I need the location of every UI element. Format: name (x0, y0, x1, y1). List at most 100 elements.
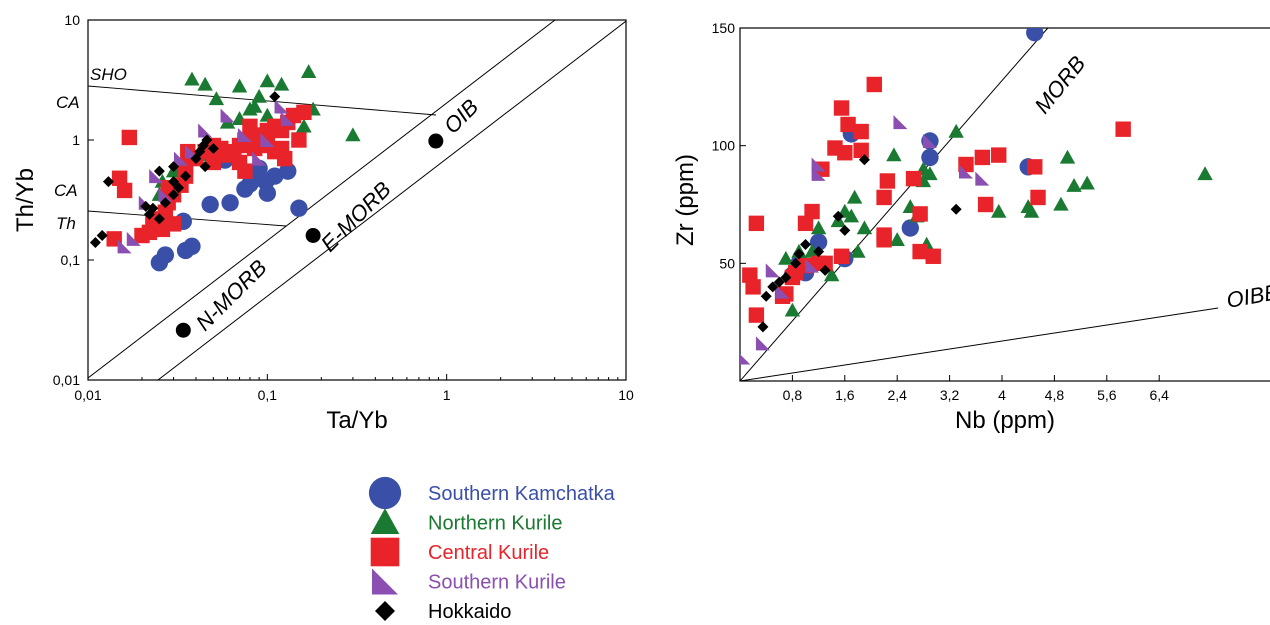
point-hokkaido (207, 142, 219, 154)
point-hokkaido (168, 161, 180, 173)
point-hokkaido (760, 290, 772, 302)
point-hokkaido (790, 257, 802, 269)
point-southern-kamchatka (183, 237, 201, 256)
data-points (740, 28, 1213, 365)
point-southern-kurile (198, 123, 213, 138)
mantle-array-upper (88, 20, 556, 379)
point-central-kurile (748, 307, 765, 323)
point-southern-kurile (274, 99, 289, 114)
legend-item-northern-kurile: Northern Kurile (370, 508, 563, 535)
point-central-kurile (1115, 121, 1131, 137)
x-tick-label: 1 (443, 387, 451, 403)
x-tick-label: 0,1 (258, 387, 278, 403)
point-southern-kamchatka (901, 219, 919, 237)
point-northern-kurile (784, 302, 801, 317)
point-central-kurile (974, 149, 991, 166)
legend-marker (370, 537, 400, 567)
point-hokkaido (819, 264, 831, 276)
point-northern-kurile (231, 78, 248, 93)
point-southern-kurile (158, 187, 173, 202)
point-northern-kurile (886, 147, 902, 162)
point-hokkaido (173, 182, 185, 194)
plot-frame (739, 27, 1270, 382)
point-southern-kurile (252, 151, 267, 166)
x-tick-label: 0,8 (783, 387, 803, 403)
point-northern-kurile (345, 127, 361, 142)
point-northern-kurile (889, 232, 905, 246)
x-tick-label: 1,6 (835, 387, 855, 403)
label-morb: MORB (1029, 51, 1090, 118)
point-central-kurile (853, 123, 869, 140)
point-hokkaido (159, 197, 171, 209)
point-northern-kurile (843, 208, 860, 223)
point-central-kurile (787, 265, 804, 281)
x-tick-label: 5,6 (1097, 387, 1117, 403)
point-central-kurile (246, 140, 263, 157)
point-southern-kamchatka (1026, 28, 1044, 42)
point-hokkaido (96, 230, 108, 242)
point-northern-kurile (846, 189, 863, 204)
point-southern-kurile (765, 263, 780, 278)
point-southern-kurile (280, 111, 295, 126)
point-southern-kurile (117, 239, 132, 254)
mantle-array-lower (157, 20, 626, 380)
point-northern-kurile (1059, 149, 1076, 164)
point-northern-kurile (1066, 177, 1082, 192)
x-tick-label: 4 (998, 387, 1006, 403)
x-axis-title: Nb (ppm) (955, 407, 1055, 434)
point-southern-kurile (893, 115, 908, 130)
point-southern-kurile (260, 133, 275, 147)
point-hokkaido (153, 165, 165, 177)
x-tick-label: 2,4 (887, 387, 907, 403)
point-northern-kurile (922, 166, 938, 181)
point-hokkaido (102, 176, 114, 188)
x-tick-label: 10 (618, 387, 634, 403)
legend-marker (375, 601, 395, 621)
reference-points (175, 133, 444, 338)
legend-label: Northern Kurile (428, 513, 563, 535)
point-southern-kurile (173, 151, 188, 166)
point-central-kurile (116, 182, 133, 199)
point-central-kurile (840, 116, 856, 133)
y-tick-label: 0,1 (61, 252, 81, 268)
point-southern-kurile (958, 164, 973, 179)
point-central-kurile (977, 196, 994, 213)
point-hokkaido (757, 321, 769, 333)
point-northern-kurile (259, 107, 276, 122)
point-southern-kamchatka (156, 246, 175, 264)
point-central-kurile (237, 163, 253, 179)
y-tick-label: 1 (72, 132, 80, 148)
point-southern-kurile (740, 354, 751, 365)
point-southern-kamchatka (258, 184, 277, 202)
point-northern-kurile (856, 220, 873, 235)
point-central-kurile (833, 248, 850, 264)
region-label-ca-upper: CA (56, 93, 80, 112)
point-southern-kurile (126, 231, 141, 246)
point-central-kurile (810, 255, 827, 272)
point-southern-kurile (149, 169, 164, 184)
point-southern-kurile (922, 133, 937, 148)
point-hokkaido (858, 154, 870, 166)
point-northern-kurile (242, 101, 258, 116)
point-hokkaido (780, 271, 792, 283)
y-tick-label: 100 (712, 138, 736, 154)
point-northern-kurile (208, 91, 225, 106)
label-e-morb: E-MORB (316, 177, 396, 257)
legend-marker (372, 568, 398, 595)
point-northern-kurile (1079, 175, 1095, 190)
point-northern-kurile (251, 88, 267, 103)
y-tick-label: 150 (712, 20, 736, 36)
region-label-th: Th (56, 214, 76, 233)
axis-ticks: 0,01 0,1 1 10 0,01 0,1 1 10 (53, 12, 634, 403)
label-oibe: OIBE (1225, 279, 1270, 313)
point-northern-kurile (991, 203, 1007, 218)
point-central-kurile (111, 170, 128, 186)
point-hokkaido (773, 276, 785, 288)
point-central-kurile (296, 104, 312, 121)
legend-label: Southern Kurile (428, 572, 566, 594)
plot-frame (87, 19, 627, 381)
reference-lines (740, 28, 1219, 381)
point-southern-kurile (775, 284, 790, 299)
